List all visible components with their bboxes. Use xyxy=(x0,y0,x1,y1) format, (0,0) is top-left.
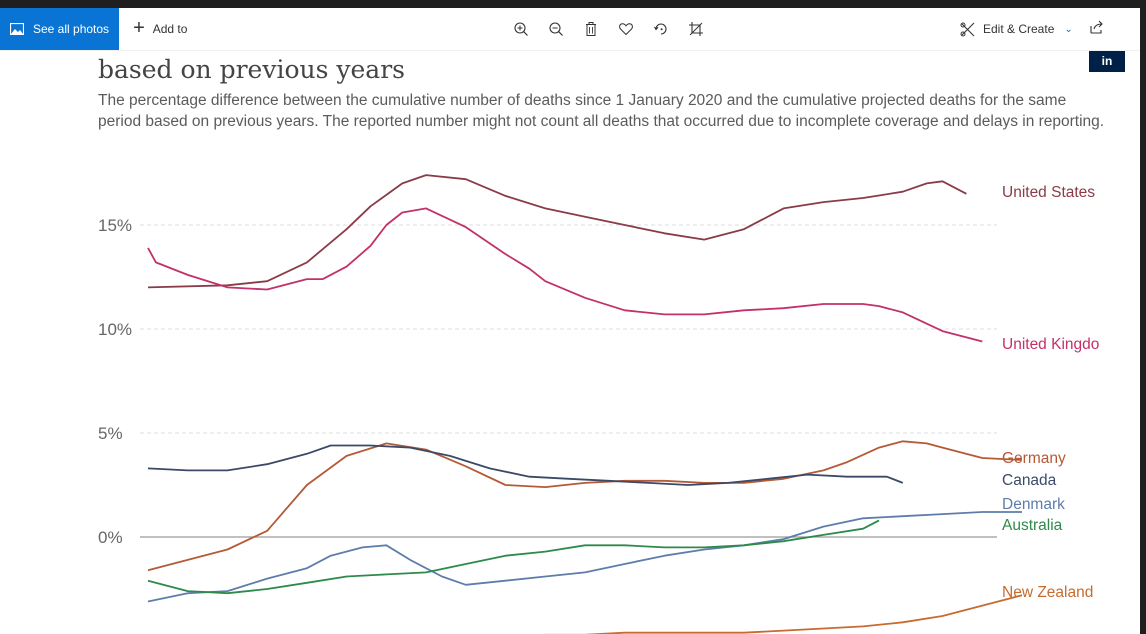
y-tick-label-0: 15% xyxy=(98,216,132,235)
share-icon xyxy=(1090,20,1103,34)
see-all-photos-button[interactable]: See all photos xyxy=(0,8,120,50)
series-label-australia: Australia xyxy=(1002,517,1063,534)
rotate-button[interactable] xyxy=(643,8,678,50)
y-tick-label-3: 0% xyxy=(98,528,123,547)
series-label-denmark: Denmark xyxy=(1002,496,1065,513)
y-tick-label-4: -5% xyxy=(98,632,128,634)
delete-icon xyxy=(585,22,596,36)
publisher-logo: in xyxy=(1089,50,1125,72)
add-to-button[interactable]: + Add to xyxy=(133,17,188,39)
rotate-icon xyxy=(653,23,667,35)
series-label-united-states: United States xyxy=(1002,184,1095,201)
chart-figure: in based on previous years The percentag… xyxy=(0,50,1140,634)
y-tick-label-1: 10% xyxy=(98,320,132,339)
delete-button[interactable] xyxy=(573,8,608,50)
crop-icon xyxy=(688,22,703,36)
series-label-canada: Canada xyxy=(1002,472,1057,489)
series-line-canada xyxy=(147,444,904,486)
series-line-denmark xyxy=(147,511,1022,603)
see-all-photos-label: See all photos xyxy=(33,22,110,36)
share-button[interactable] xyxy=(1089,19,1105,40)
zoom-in-button[interactable] xyxy=(503,8,538,50)
edit-create-label: Edit & Create xyxy=(983,22,1055,36)
series-label-united-kingdom: United Kingdo xyxy=(1002,336,1099,353)
photos-icon xyxy=(10,23,24,35)
image-tools xyxy=(503,8,713,50)
chevron-down-icon: ⌄ xyxy=(1064,23,1073,35)
edit-create-button[interactable]: Edit & Create ⌄ xyxy=(960,22,1073,37)
series-line-united-states xyxy=(147,174,967,289)
heart-icon xyxy=(618,23,633,36)
series-line-new-zealand xyxy=(543,594,1023,634)
edit-create-icon xyxy=(960,22,975,36)
crop-button[interactable] xyxy=(678,8,713,50)
right-tools: Edit & Create ⌄ xyxy=(960,8,1105,50)
series-label-germany: Germany xyxy=(1002,450,1066,467)
series-label-new-zealand: New Zealand xyxy=(1002,584,1093,601)
series-line-australia xyxy=(147,519,880,595)
chart-subtitle: The percentage difference between the cu… xyxy=(98,92,1105,130)
zoom-out-button[interactable] xyxy=(538,8,573,50)
add-to-label: Add to xyxy=(152,22,188,36)
favorite-button[interactable] xyxy=(608,8,643,50)
y-tick-label-2: 5% xyxy=(98,424,123,443)
series-line-united-kingdom xyxy=(147,207,983,343)
photo-toolbar: See all photos + Add to xyxy=(0,8,1140,51)
line-chart: 15% 10% 5% 0% -5% United States United Kingdo G… xyxy=(98,174,1099,634)
zoom-in-icon xyxy=(513,22,528,36)
zoom-out-icon xyxy=(548,22,563,36)
plus-icon: + xyxy=(133,17,145,39)
chart-title: based on previous years xyxy=(98,55,405,84)
